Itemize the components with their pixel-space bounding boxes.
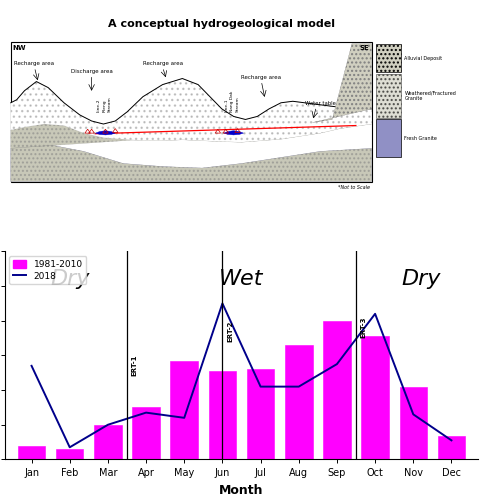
Bar <box>376 43 401 73</box>
Polygon shape <box>224 131 243 135</box>
Bar <box>18 446 45 459</box>
Polygon shape <box>313 43 372 123</box>
Text: Rieng: Rieng <box>102 99 106 112</box>
Text: ERT-2: ERT-2 <box>227 320 233 341</box>
Bar <box>11 42 372 182</box>
Text: Dry: Dry <box>401 269 440 289</box>
Text: Line-1: Line-1 <box>225 98 228 112</box>
Bar <box>376 74 401 118</box>
Bar <box>361 336 389 459</box>
Text: NW: NW <box>13 44 27 50</box>
Text: Recharge area: Recharge area <box>14 61 55 66</box>
Polygon shape <box>11 145 372 182</box>
Bar <box>209 371 236 459</box>
Bar <box>170 361 198 459</box>
Polygon shape <box>11 124 372 182</box>
Text: Line-2: Line-2 <box>97 98 101 112</box>
Text: Stream: Stream <box>236 96 240 112</box>
Bar <box>438 436 465 459</box>
Text: Recharge area: Recharge area <box>241 75 281 80</box>
Bar <box>323 321 351 459</box>
Polygon shape <box>96 131 115 135</box>
Text: SE: SE <box>360 44 369 50</box>
Text: Discharge area: Discharge area <box>71 69 113 74</box>
Bar <box>132 408 160 459</box>
Bar <box>376 120 401 158</box>
Text: A conceptual hydrogeological model: A conceptual hydrogeological model <box>108 19 335 29</box>
Bar <box>285 345 313 459</box>
Bar <box>399 387 427 459</box>
Text: Nang Dak: Nang Dak <box>230 90 234 112</box>
Text: Stream: Stream <box>107 96 112 112</box>
Text: ERT-1: ERT-1 <box>131 355 138 376</box>
Text: Alluvial Deposit: Alluvial Deposit <box>404 55 442 61</box>
X-axis label: Month: Month <box>219 484 264 494</box>
Text: Recharge area: Recharge area <box>142 61 183 66</box>
Text: Water table: Water table <box>305 101 336 106</box>
Polygon shape <box>11 79 372 142</box>
Bar <box>56 449 84 459</box>
Bar <box>247 370 274 459</box>
Text: Dry: Dry <box>50 269 89 289</box>
Text: Fresh Granite: Fresh Granite <box>404 136 437 141</box>
Text: Weathered/Fractured
Granite: Weathered/Fractured Granite <box>404 90 456 101</box>
Legend: 1981-2010, 2018: 1981-2010, 2018 <box>9 256 86 284</box>
Text: ERT-3: ERT-3 <box>361 317 367 338</box>
Bar <box>94 425 122 459</box>
Text: *Not to Scale: *Not to Scale <box>338 185 369 190</box>
Text: Wet: Wet <box>219 269 264 289</box>
